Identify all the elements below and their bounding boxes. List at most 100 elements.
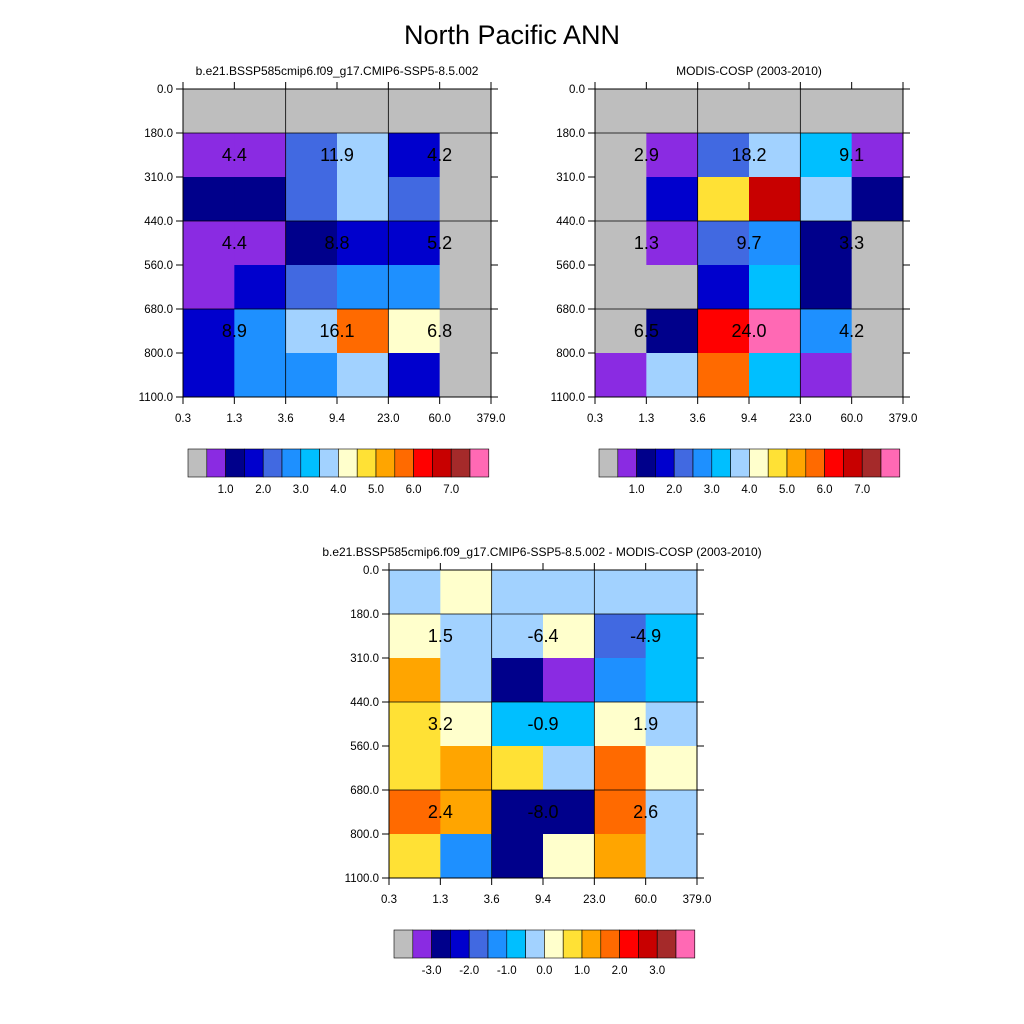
- heatmap-cell: [851, 309, 904, 354]
- heatmap-cell: [388, 309, 441, 354]
- block-total-label: 2.6: [633, 802, 658, 822]
- heatmap-cell: [800, 133, 853, 178]
- block-total-label: -8.0: [527, 802, 558, 822]
- y-tick-label: 680.0: [350, 785, 379, 797]
- block-total-label: 4.4: [222, 233, 247, 253]
- heatmap-cell: [285, 309, 338, 354]
- heatmap-cell: [389, 790, 441, 835]
- heatmap-cell: [645, 702, 698, 747]
- x-tick-label: 0.3: [381, 894, 397, 906]
- heatmap-cell: [697, 177, 750, 222]
- heatmap-cell: [749, 89, 801, 134]
- colorbar-swatch: [206, 448, 226, 478]
- heatmap-cell: [439, 353, 492, 398]
- colorbar-swatch: [432, 448, 452, 478]
- heatmap-cell: [543, 570, 595, 615]
- heatmap-cell: [851, 89, 904, 134]
- heatmap-cell: [491, 614, 544, 659]
- heatmap-panel-p1: 0.0 180.0 310.0 440.0 560.0 680.0 800.0 1100.00…: [139, 82, 505, 425]
- block-total-label: 9.7: [736, 233, 761, 253]
- heatmap-cell: [388, 353, 441, 398]
- colorbar-swatch: [562, 929, 583, 959]
- heatmap-cell: [645, 570, 698, 615]
- y-tick-label: 1100.0: [345, 873, 379, 885]
- heatmap-cell: [800, 265, 853, 310]
- colorbar-swatch: [225, 448, 245, 478]
- heatmap-cell: [337, 309, 389, 354]
- block-total-label: 1.3: [634, 233, 659, 253]
- block-total-label: -4.9: [630, 626, 661, 646]
- heatmap-cell: [697, 89, 750, 134]
- y-tick-label: 180.0: [144, 128, 173, 140]
- colorbar-swatch: [730, 448, 750, 478]
- colorbar-swatch: [413, 448, 433, 478]
- colorbar-label: 2.0: [612, 965, 628, 977]
- heatmap-cell: [646, 89, 699, 134]
- heatmap-cell: [388, 177, 441, 222]
- colorbar-swatch: [861, 448, 882, 478]
- heatmap-cell: [697, 133, 750, 178]
- y-tick-label: 310.0: [144, 172, 173, 184]
- block-total-label: -6.4: [527, 626, 558, 646]
- heatmap-cell: [389, 702, 441, 747]
- block-total-label: 24.0: [731, 321, 766, 341]
- x-tick-label: 3.6: [278, 413, 294, 425]
- colorbar-swatch: [843, 448, 863, 478]
- colorbar-swatch: [412, 929, 432, 959]
- y-tick-label: 0.0: [363, 565, 379, 577]
- heatmap-cell: [646, 353, 699, 398]
- heatmap-cell: [645, 614, 698, 659]
- x-tick-label: 60.0: [428, 413, 450, 425]
- colorbar-label: 2.0: [255, 484, 271, 496]
- colorbar-p3: -3.0 -2.0 -1.0 0.0 1.0 2.0 3.0: [393, 929, 696, 977]
- block-total-label: 2.9: [634, 145, 659, 165]
- heatmap-cell: [800, 177, 853, 222]
- x-tick-label: 0.3: [175, 413, 191, 425]
- heatmap-cell: [646, 177, 699, 222]
- heatmap-cell: [543, 702, 595, 747]
- colorbar-swatch: [767, 448, 788, 478]
- heatmap-cell: [285, 177, 338, 222]
- y-tick-label: 680.0: [556, 304, 585, 316]
- heatmap-cell: [491, 658, 544, 703]
- y-tick-label: 0.0: [569, 84, 585, 96]
- heatmap-cell: [851, 353, 904, 398]
- colorbar-label: -3.0: [422, 965, 442, 977]
- heatmap-cell: [595, 309, 647, 354]
- colorbar-swatch: [187, 448, 208, 478]
- heatmap-cell: [234, 309, 287, 354]
- x-tick-label: 1.3: [432, 894, 448, 906]
- y-tick-label: 0.0: [157, 84, 173, 96]
- heatmap-panel-p2: 0.0 180.0 310.0 440.0 560.0 680.0 800.0 1100.00…: [551, 82, 917, 425]
- colorbar-swatch: [375, 448, 396, 478]
- heatmap-cell: [749, 353, 801, 398]
- heatmap-cell: [440, 702, 493, 747]
- block-total-label: 4.2: [427, 145, 452, 165]
- colorbar-swatch: [506, 929, 526, 959]
- colorbar-swatch: [655, 448, 675, 478]
- heatmap-cell: [543, 614, 595, 659]
- colorbar-label: 2.0: [666, 484, 682, 496]
- heatmap-cell: [388, 89, 441, 134]
- colorbar-label: 7.0: [443, 484, 459, 496]
- heatmap-cell: [595, 265, 647, 310]
- block-total-label: 11.9: [320, 145, 354, 165]
- colorbar-swatch: [711, 448, 731, 478]
- colorbar-swatch: [281, 448, 302, 478]
- colorbar-label: 4.0: [330, 484, 346, 496]
- heatmap-cell: [697, 309, 750, 354]
- heatmap-cell: [337, 353, 389, 398]
- x-tick-label: 3.6: [484, 894, 500, 906]
- heatmap-cell: [234, 221, 287, 266]
- heatmap-cell: [439, 177, 492, 222]
- colorbar-label: 0.0: [536, 965, 552, 977]
- heatmap-cell: [439, 309, 492, 354]
- colorbar-label: 1.0: [218, 484, 234, 496]
- colorbar-swatch: [319, 448, 339, 478]
- heatmap-cell: [851, 177, 904, 222]
- colorbar-swatch: [356, 448, 377, 478]
- colorbar-swatch: [675, 929, 696, 959]
- heatmap-cell: [337, 177, 389, 222]
- heatmap-cell: [440, 746, 493, 791]
